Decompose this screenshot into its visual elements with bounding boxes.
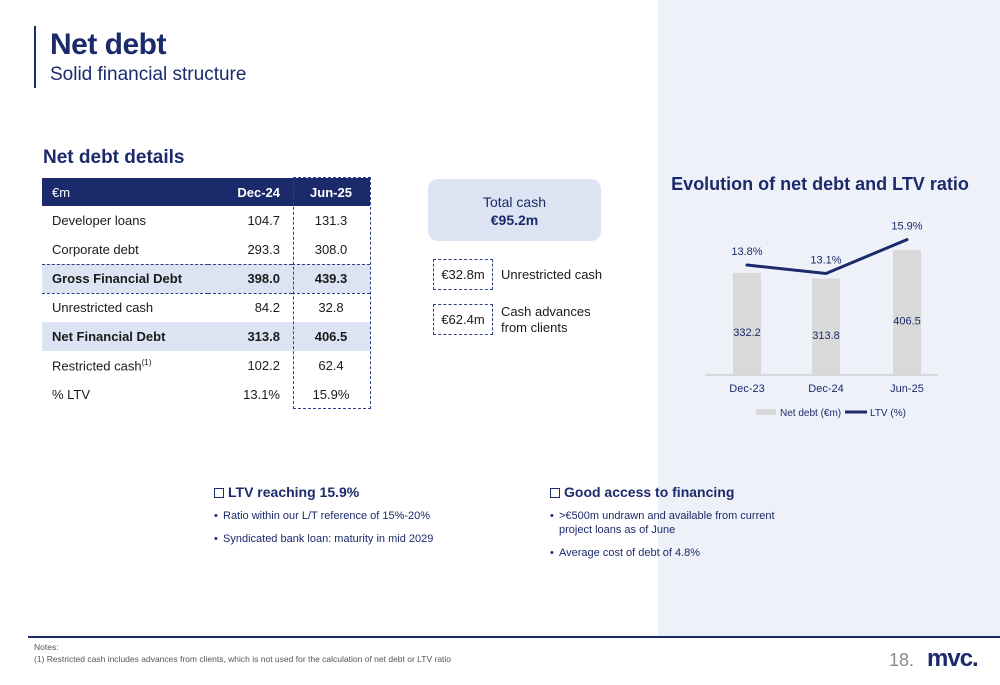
total-cash-box: Total cash €95.2m xyxy=(428,179,601,241)
ltv-point-block: LTV reaching 15.9% • Ratio within our L/T… xyxy=(214,484,433,546)
bar-data-label: 313.8 xyxy=(812,330,840,342)
financing-point-title-text: Good access to financing xyxy=(564,484,735,500)
row-label: Corporate debt xyxy=(52,241,139,257)
ltv-point-title: LTV reaching 15.9% xyxy=(214,484,433,500)
list-item: • Syndicated bank loan: maturity in mid 2… xyxy=(214,533,434,545)
bar-net-debt xyxy=(893,250,921,375)
row-label: Gross Financial Debt xyxy=(42,263,208,294)
row-value-jun25: 406.5 xyxy=(292,322,370,351)
row-value-jun25: 62.4 xyxy=(318,358,344,373)
list-item-text: Ratio within our L/T reference of 15%-20… xyxy=(223,510,431,522)
list-item: • Ratio within our L/T reference of 15%-2… xyxy=(214,510,431,522)
column-header-unit: €m xyxy=(42,178,208,206)
list-item: • >€500m undrawn and available from curre… xyxy=(550,510,775,536)
financing-point-block: Good access to financing • >€500m undrawn… xyxy=(550,484,775,560)
bar-net-debt xyxy=(733,272,761,375)
list-item-text: >€500m undrawn and available from curren… xyxy=(559,510,775,522)
footnotes: Notes: (1) Restricted cash includes adva… xyxy=(34,641,451,665)
net-debt-table: €m Dec-24 Jun-25 Developer loans 104.7 1… xyxy=(42,178,370,409)
row-value-dec24: 104.7 xyxy=(247,213,280,228)
table-row-highlight: Net Financial Debt 313.8 406.5 xyxy=(42,322,370,351)
list-item-text: Average cost of debt of 4.8% xyxy=(559,547,701,559)
cash-advances-value: €62.4m xyxy=(433,304,493,335)
total-cash-value: €95.2m xyxy=(490,212,539,228)
bar-data-label: 332.2 xyxy=(733,327,761,339)
row-label: Unrestricted cash xyxy=(52,300,154,316)
list-item: • Average cost of debt of 4.8% xyxy=(550,547,701,559)
unrestricted-cash-desc: Unrestricted cash xyxy=(501,267,603,282)
ltv-series-line xyxy=(745,238,909,276)
row-value-jun25: 131.3 xyxy=(314,213,348,228)
row-value-dec24: 102.2 xyxy=(247,358,280,373)
table-row-highlight: Gross Financial Debt 398.0 439.3 xyxy=(42,263,370,294)
row-value-jun25: 15.9% xyxy=(312,387,350,402)
company-logo: mvc. xyxy=(927,645,979,672)
row-label-text: Restricted cash xyxy=(52,358,142,374)
cash-advances-desc: Cash advances from clients xyxy=(501,304,591,336)
row-value-jun25: 32.8 xyxy=(318,300,344,316)
line-data-label: 13.1% xyxy=(810,254,841,266)
x-tick-label: Jun-25 xyxy=(890,383,924,395)
row-label: % LTV xyxy=(52,387,91,402)
title-accent-bar xyxy=(34,26,36,88)
notes-title: Notes: xyxy=(34,642,59,652)
table-row: % LTV 13.1% 15.9% xyxy=(42,380,370,409)
table-row: Restricted cash(1) 102.2 62.4 xyxy=(42,351,370,380)
net-debt-details-title: Net debt details xyxy=(43,147,185,168)
row-label: Developer loans xyxy=(52,213,146,228)
page-subtitle: Solid financial structure xyxy=(50,64,247,85)
row-label: Net Financial Debt xyxy=(42,322,208,351)
row-value-dec24: 293.3 xyxy=(247,241,280,257)
bar-data-label: 406.5 xyxy=(893,316,921,328)
row-value-dec24: 13.1% xyxy=(243,387,280,402)
row-value-dec24: 84.2 xyxy=(254,300,280,316)
table-row: Unrestricted cash 84.2 32.8 xyxy=(42,293,370,322)
table-header-row: €m Dec-24 Jun-25 xyxy=(42,178,370,206)
table-row: Developer loans 104.7 131.3 xyxy=(42,206,370,235)
row-value-dec24: 313.8 xyxy=(208,322,292,351)
legend-label-net-debt: Net debt (€m) xyxy=(780,408,841,419)
row-value-jun25: 308.0 xyxy=(314,241,348,257)
list-item-text: Syndicated bank loan: maturity in mid 20… xyxy=(223,533,434,545)
cash-advances-desc-line1: Cash advances xyxy=(501,304,591,319)
legend-swatch-net-debt xyxy=(756,409,776,415)
net-debt-ltv-chart: 332.2 Dec-23 313.8 Dec-24 406.5 Jun-25 13.8% 13… xyxy=(705,221,938,419)
x-tick-label: Dec-23 xyxy=(729,383,764,395)
unrestricted-cash-value: €32.8m xyxy=(433,259,493,290)
chart-title: Evolution of net debt and LTV ratio xyxy=(671,174,969,194)
row-label: Restricted cash(1) xyxy=(42,351,208,380)
checkbox-icon xyxy=(550,488,560,498)
row-value-dec24: 398.0 xyxy=(208,263,292,294)
legend-label-ltv: LTV (%) xyxy=(870,408,906,419)
list-item-text-cont: project loans as of June xyxy=(559,524,676,536)
column-header-jun25: Jun-25 xyxy=(292,178,370,206)
note-1: (1) Restricted cash includes advances fr… xyxy=(34,654,452,664)
row-value-jun25: 439.3 xyxy=(292,263,370,294)
cash-advances-desc-line2: from clients xyxy=(501,320,568,335)
line-data-label: 13.8% xyxy=(731,246,762,258)
line-data-label: 15.9% xyxy=(891,221,922,233)
column-header-dec24: Dec-24 xyxy=(208,178,292,206)
page-number: 18. xyxy=(889,650,915,670)
page-title: Net debt xyxy=(50,28,167,61)
total-cash-label: Total cash xyxy=(482,194,547,210)
table-row: Corporate debt 293.3 308.0 xyxy=(42,235,370,264)
bar-net-debt xyxy=(812,278,840,375)
financing-point-title: Good access to financing xyxy=(550,484,775,500)
ltv-point-title-text: LTV reaching 15.9% xyxy=(228,484,360,500)
footer-divider xyxy=(28,636,1000,638)
x-tick-label: Dec-24 xyxy=(808,383,843,395)
checkbox-icon xyxy=(214,488,224,498)
footnote-marker: (1) xyxy=(141,357,152,367)
